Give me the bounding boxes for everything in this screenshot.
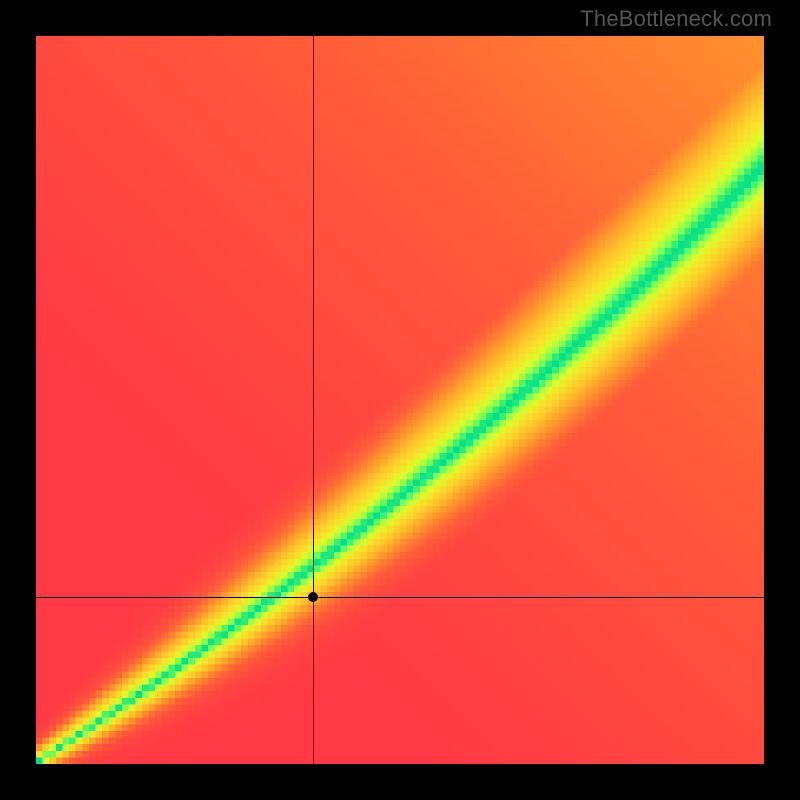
- crosshair-vertical: [313, 36, 314, 764]
- crosshair-horizontal: [36, 597, 764, 598]
- watermark-text: TheBottleneck.com: [580, 6, 772, 32]
- heatmap-canvas: [36, 36, 764, 764]
- crosshair-marker-dot: [308, 592, 318, 602]
- heatmap-plot: [36, 36, 764, 764]
